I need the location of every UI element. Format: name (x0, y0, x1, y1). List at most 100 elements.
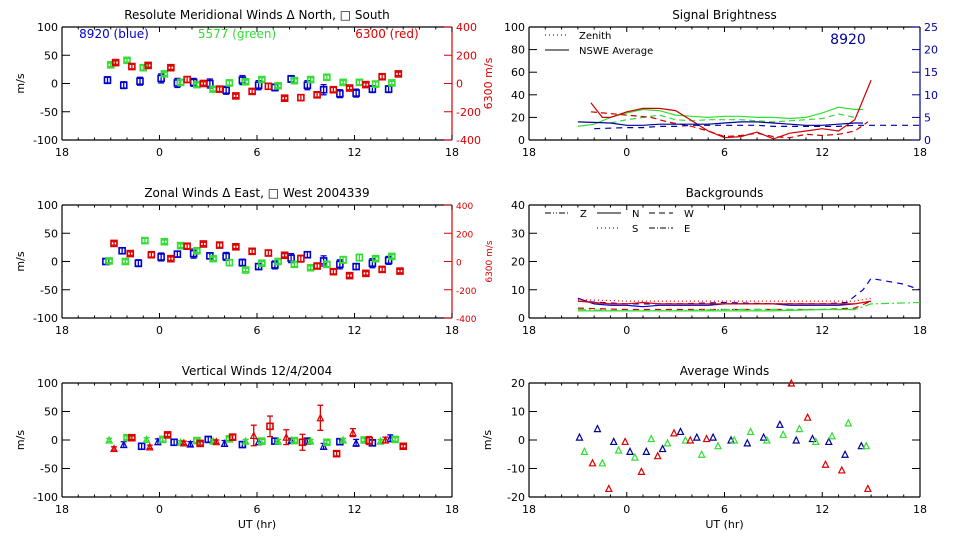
data-point-triangle (862, 441, 871, 450)
data-point-triangle (759, 432, 768, 441)
data-point-square (264, 249, 273, 257)
y-axis-label-right: 6300 m/s (485, 240, 495, 283)
data-point-triangle (110, 444, 118, 453)
data-point-triangle (145, 442, 154, 451)
legend-label-s: S (632, 224, 638, 235)
data-point-square (297, 93, 305, 102)
data-point-square (399, 442, 408, 451)
x-tick-label: 6 (254, 324, 261, 337)
y-tick-label: -50 (40, 463, 58, 476)
data-point-triangle (841, 449, 850, 458)
data-point-square (123, 56, 131, 65)
data-point-square (391, 435, 399, 444)
y-tick-label: 100 (37, 21, 58, 34)
data-point-square (111, 58, 120, 67)
data-point-triangle (306, 436, 315, 445)
data-point-triangle (743, 438, 752, 447)
x-tick-label: 18 (913, 503, 927, 516)
x-tick-label: 18 (522, 324, 536, 337)
data-point-square (128, 62, 136, 71)
data-point-square (332, 449, 341, 458)
y-tick-label: 20 (511, 111, 525, 124)
data-point-triangle (824, 437, 833, 446)
x-tick-label: 18 (55, 146, 69, 159)
y-axis-label: m/s (14, 251, 27, 271)
panel-average: Average Winds 18 0 6 12 18 UT (hr) 20 10 0 -10 -20 m… (481, 364, 927, 531)
data-point-square (396, 267, 404, 275)
y-axis-label-right: 6300 m/s (482, 57, 495, 109)
data-point-square (103, 76, 112, 84)
data-point-square (215, 241, 224, 249)
chart-title: Zonal Winds Δ East, □ West 2004339 (144, 186, 369, 200)
y-tick-label-right: -400 (456, 315, 477, 325)
y-axis-label: m/s (481, 430, 494, 450)
y-tick-label: 50 (44, 49, 58, 62)
data-point-square (110, 239, 118, 248)
data-point-triangle (119, 440, 128, 449)
y-axis-label: m/s (14, 430, 27, 450)
data-point-triangle (630, 452, 639, 461)
y-tick-label: 20 (511, 256, 525, 269)
data-point-square (303, 250, 312, 259)
chart-title: Average Winds (680, 364, 770, 378)
y-tick-label: -100 (33, 312, 58, 325)
data-point-triangle (212, 437, 221, 446)
y-tick-label: 0 (51, 434, 58, 447)
data-point-square (157, 253, 165, 261)
data-point-square (238, 258, 247, 267)
x-tick-label: 0 (156, 503, 163, 516)
data-point-triangle (746, 427, 755, 436)
data-point-triangle (775, 419, 784, 428)
data-point-triangle (844, 418, 853, 427)
data-point-square (274, 81, 282, 90)
data-point-square (290, 436, 299, 445)
data-point-triangle (857, 441, 866, 450)
data-point-square (163, 431, 172, 439)
data-point-square (248, 247, 256, 256)
legend-label-n: N (632, 209, 639, 220)
data-point-square (355, 253, 364, 262)
data-point-square (119, 81, 128, 89)
data-point-triangle (808, 434, 817, 443)
data-point-square (126, 249, 135, 258)
y-tick-label: 10 (511, 284, 525, 297)
data-point-triangle (220, 439, 229, 448)
data-point-square (274, 257, 282, 266)
x-tick-label: 6 (254, 503, 261, 516)
data-point-triangle (686, 435, 695, 444)
series-line (577, 106, 863, 127)
data-point-triangle (282, 432, 291, 441)
data-point-square (225, 258, 234, 267)
data-point-triangle (762, 435, 771, 444)
data-point-square (144, 61, 152, 70)
data-point-square (362, 269, 370, 278)
data-point-triangle (249, 431, 258, 440)
y-tick-label: 0 (518, 134, 525, 147)
data-point-square (378, 265, 386, 274)
legend-annotation: 6300 (red) (355, 27, 418, 41)
data-point-square (160, 70, 169, 78)
y-tick-label: 100 (37, 377, 58, 390)
y-tick-label-right: 15 (924, 66, 938, 79)
data-point-square (352, 262, 360, 271)
panel-meridional: Resolute Meridional Winds Δ North, □ Sou… (14, 8, 495, 159)
data-point-triangle (575, 432, 584, 441)
panel-zonal: Zonal Winds Δ East, □ West 2004339 18 0 6 12… (14, 186, 495, 337)
y-tick-label: -50 (40, 106, 58, 119)
data-point-triangle (821, 459, 830, 468)
series-line (590, 111, 869, 139)
data-point-square (258, 259, 266, 267)
chart-title: Backgrounds (686, 186, 764, 200)
x-axis-label: UT (hr) (238, 518, 276, 531)
data-point-square (196, 439, 204, 448)
data-point-square (319, 85, 328, 94)
data-point-triangle (598, 458, 607, 467)
data-point-triangle (702, 434, 711, 443)
data-point-square (280, 94, 289, 102)
data-point-square (339, 78, 347, 87)
y-tick-label-right: 0 (924, 134, 931, 147)
y-tick-label-right: -200 (456, 287, 477, 297)
data-point-triangle (580, 447, 589, 455)
data-point-triangle (637, 467, 646, 475)
